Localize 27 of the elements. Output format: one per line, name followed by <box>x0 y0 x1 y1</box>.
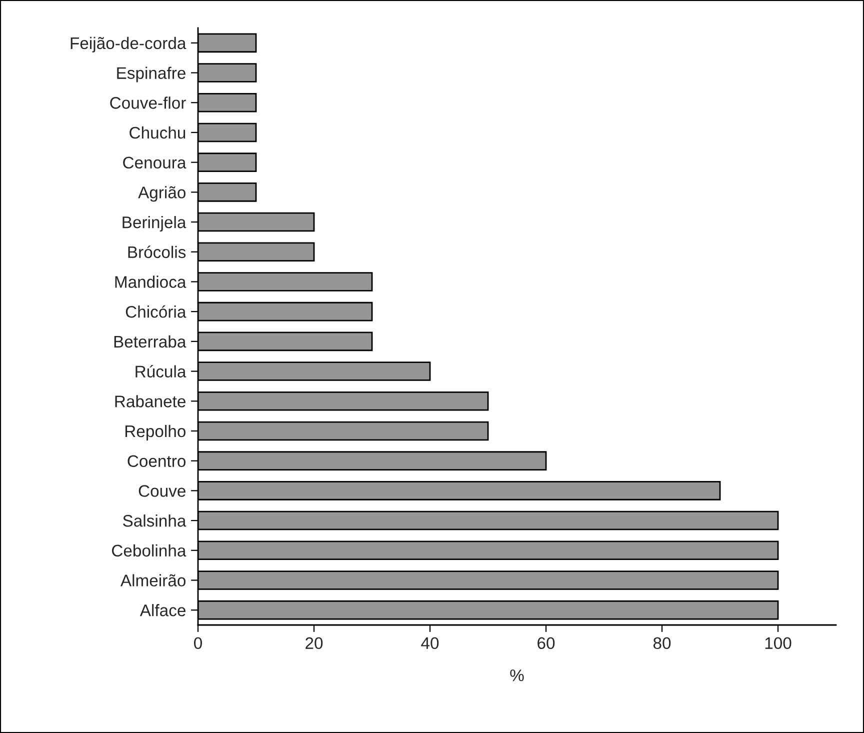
y-tick-label: Alface <box>140 604 186 616</box>
x-tick-label: 80 <box>653 637 671 650</box>
y-tick-label: Salsinha <box>123 514 186 527</box>
x-tick-label: 40 <box>421 637 439 650</box>
y-tick-label: Beterraba <box>114 335 186 348</box>
y-tick-label: Rúcula <box>136 365 186 378</box>
x-tick-label: 60 <box>538 637 555 650</box>
x-tick-label: 0 <box>194 637 202 650</box>
y-tick-label: Cebolinha <box>112 544 186 557</box>
y-tick-label: Couve-flor <box>110 96 186 109</box>
y-tick-label: Mandioca <box>115 276 186 288</box>
y-tick-label: Repolho <box>125 424 186 440</box>
y-tick-label: Feijão-de-corda <box>70 36 186 52</box>
y-tick-label: Berinjela <box>122 216 186 232</box>
y-tick-label: Rabanete <box>115 395 186 408</box>
y-tick-label: Espinafre <box>117 66 186 82</box>
x-axis-title: % <box>510 670 524 682</box>
x-tick-label: 20 <box>306 637 323 650</box>
y-tick-label: Agrião <box>138 186 186 202</box>
y-tick-label: Cenoura <box>123 156 186 169</box>
y-tick-label: Chuchu <box>130 126 186 139</box>
y-tick-label: Almeirão <box>120 574 186 586</box>
x-tick-label: 100 <box>765 637 792 650</box>
y-tick-label: Coentro <box>128 455 186 468</box>
y-tick-label: Couve <box>138 485 186 497</box>
y-tick-label: Chicória <box>126 305 186 318</box>
y-tick-label: Brócolis <box>128 246 186 258</box>
